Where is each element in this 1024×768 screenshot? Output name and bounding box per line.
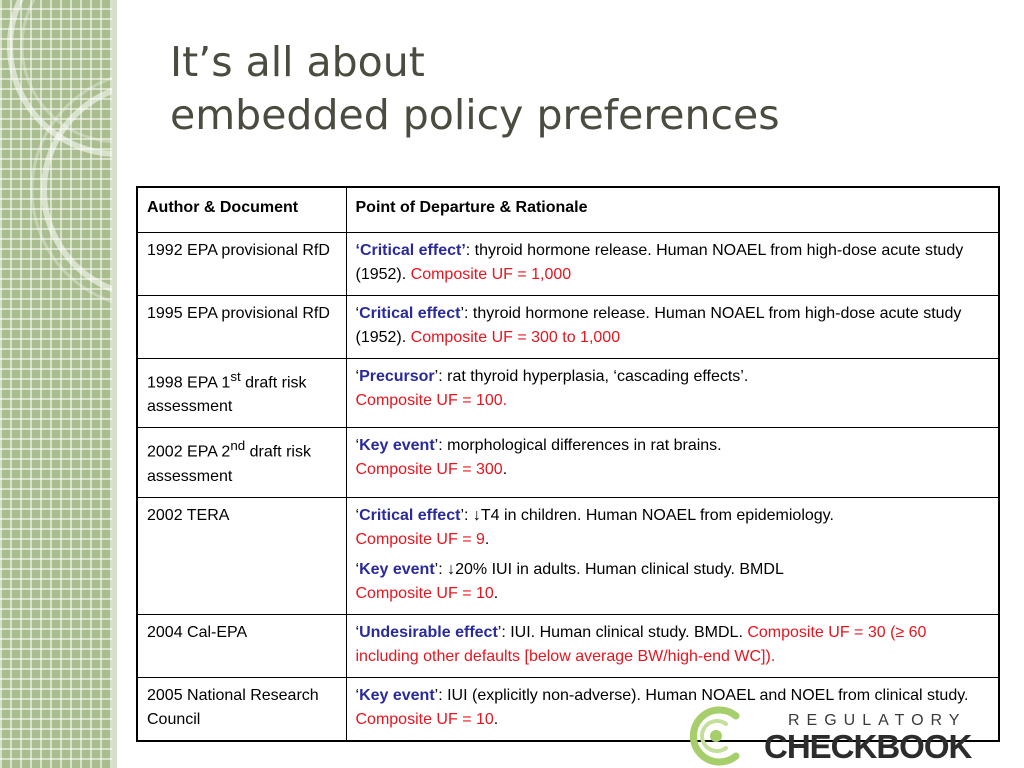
composite-uf-2: Composite UF = 10	[355, 584, 494, 602]
rationale-cell: ‘Undesirable effect’: IUI. Human clinica…	[345, 613, 1000, 678]
term-close-quote: ’	[461, 242, 466, 259]
composite-uf: Composite UF = 100.	[355, 392, 508, 409]
decorative-sidebar	[0, 0, 112, 768]
author-cell: 2005 National Research Council	[136, 676, 347, 742]
rationale-term: Critical effect	[359, 242, 462, 259]
table-header-row: Author & Document Point of Departure & R…	[136, 186, 1000, 233]
rationale-term: Key event	[359, 437, 435, 455]
term-close-quote: ’	[434, 560, 439, 578]
rationale-text: : IUI. Human clinical study. BMDL.	[501, 623, 748, 641]
rationale-term-2: Key event	[359, 560, 435, 578]
author-cell: 2002 EPA 2nd draft risk assessment	[136, 427, 347, 498]
rationale-term: Precursor	[359, 368, 435, 385]
rationale-term: Critical effect	[359, 305, 461, 322]
term-open-quote: ‘	[355, 623, 360, 641]
regulatory-checkbook-logo: REGULATORY CHECKBOOK	[684, 704, 984, 768]
term-close-quote: ’	[460, 506, 464, 524]
sentence-end: .	[502, 461, 508, 479]
slide-title: It’s all about embedded policy preferenc…	[170, 36, 780, 142]
policy-table: Author & Document Point of Departure & R…	[136, 186, 1000, 742]
term-close-quote: ’	[434, 437, 439, 455]
term-open-quote: ‘	[355, 242, 360, 259]
author-text-suffix: draft risk assessment	[147, 374, 307, 416]
table-row: 2002 EPA 2nd draft risk assessment ‘Key …	[136, 427, 1000, 498]
rationale-text: : thyroid hormone release. Human NOAEL f…	[355, 242, 964, 283]
composite-uf: Composite UF = 300 to 1,000	[410, 329, 621, 346]
sentence-end: .	[484, 530, 490, 548]
composite-uf: Composite UF = 1,000	[410, 266, 572, 283]
sentence-end: .	[493, 584, 499, 602]
composite-uf: Composite UF = 300	[355, 461, 503, 479]
author-cell: 2004 Cal-EPA	[136, 613, 347, 678]
rationale-text: : rat thyroid hyperplasia, ‘cascading ef…	[438, 368, 749, 385]
logo-wordmark-bottom: CHECKBOOK	[764, 728, 972, 765]
term-close-quote: ’	[434, 368, 439, 385]
term-close-quote: ’	[460, 305, 464, 322]
term-close-quote: ’	[497, 623, 502, 641]
composite-uf: Composite UF = 30 (≥ 60 including other …	[355, 623, 927, 665]
author-text: 2002 EPA 2	[147, 443, 231, 461]
table-row: 2002 TERA ‘Critical effect’: ↓T4 in chil…	[136, 496, 1000, 615]
author-cell: 1998 EPA 1st draft risk assessment	[136, 357, 347, 429]
author-cell: 2002 TERA	[136, 496, 347, 615]
composite-uf: Composite UF = 10	[355, 710, 494, 728]
slide-title-line-2: embedded policy preferences	[170, 91, 780, 139]
term-open-quote: ‘	[355, 368, 360, 385]
table-row: 2005 National Research Council ‘Key even…	[136, 676, 1000, 742]
sidebar-edge	[112, 0, 117, 768]
rationale-term: Undesirable effect	[359, 623, 498, 641]
rationale-term: Critical effect	[359, 506, 461, 524]
author-cell: 1995 EPA provisional RfD	[136, 295, 347, 359]
composite-uf: Composite UF = 9	[355, 530, 485, 548]
rationale-text: : thyroid hormone release. Human NOAEL f…	[355, 305, 962, 346]
rationale-cell: ‘Key event’: IUI (explicitly non-adverse…	[345, 676, 1000, 742]
term-open-quote: ‘	[355, 437, 360, 455]
table-row: 2004 Cal-EPA ‘Undesirable effect’: IUI. …	[136, 613, 1000, 678]
rationale-text: : IUI (explicitly non-adverse). Human NO…	[438, 686, 969, 704]
author-superscript: st	[230, 369, 241, 384]
rationale-term: Key event	[359, 686, 435, 704]
rationale-cell: ‘Key event’: morphological differences i…	[345, 427, 1000, 498]
term-open-quote: ‘	[355, 560, 360, 578]
rationale-cell: ‘Critical effect’: thyroid hormone relea…	[345, 232, 1000, 296]
table-row: 1995 EPA provisional RfD ‘Critical effec…	[136, 295, 1000, 359]
rationale-text: : ↓T4 in children. Human NOAEL from epid…	[464, 506, 834, 524]
rationale-text: : morphological differences in rat brain…	[438, 437, 722, 455]
rationale-text-2: : ↓20% IUI in adults. Human clinical stu…	[438, 560, 784, 578]
concentric-circles-decoration	[7, 0, 112, 304]
header-author-document: Author & Document	[136, 186, 347, 233]
author-text: 1998 EPA 1	[147, 374, 231, 392]
header-point-of-departure: Point of Departure & Rationale	[345, 186, 1000, 233]
table-row: 1992 EPA provisional RfD ‘Critical effec…	[136, 232, 1000, 296]
rationale-cell: ‘Critical effect’: ↓T4 in children. Huma…	[345, 496, 1000, 615]
author-text-suffix: draft risk assessment	[147, 443, 311, 485]
rationale-cell: ‘Precursor’: rat thyroid hyperplasia, ‘c…	[345, 357, 1000, 429]
checkbook-c-logo-icon	[689, 706, 740, 766]
term-open-quote: ‘	[355, 686, 360, 704]
slide-title-line-1: It’s all about	[170, 38, 425, 86]
term-open-quote: ‘	[355, 506, 360, 524]
author-cell: 1992 EPA provisional RfD	[136, 232, 347, 296]
table-row: 1998 EPA 1st draft risk assessment ‘Prec…	[136, 357, 1000, 429]
sentence-end: .	[493, 710, 499, 728]
term-open-quote: ‘	[355, 305, 360, 322]
logo-wordmark-top: REGULATORY	[788, 712, 967, 729]
rationale-cell: ‘Critical effect’: thyroid hormone relea…	[345, 295, 1000, 359]
author-superscript: nd	[230, 438, 246, 454]
term-close-quote: ’	[434, 686, 439, 704]
